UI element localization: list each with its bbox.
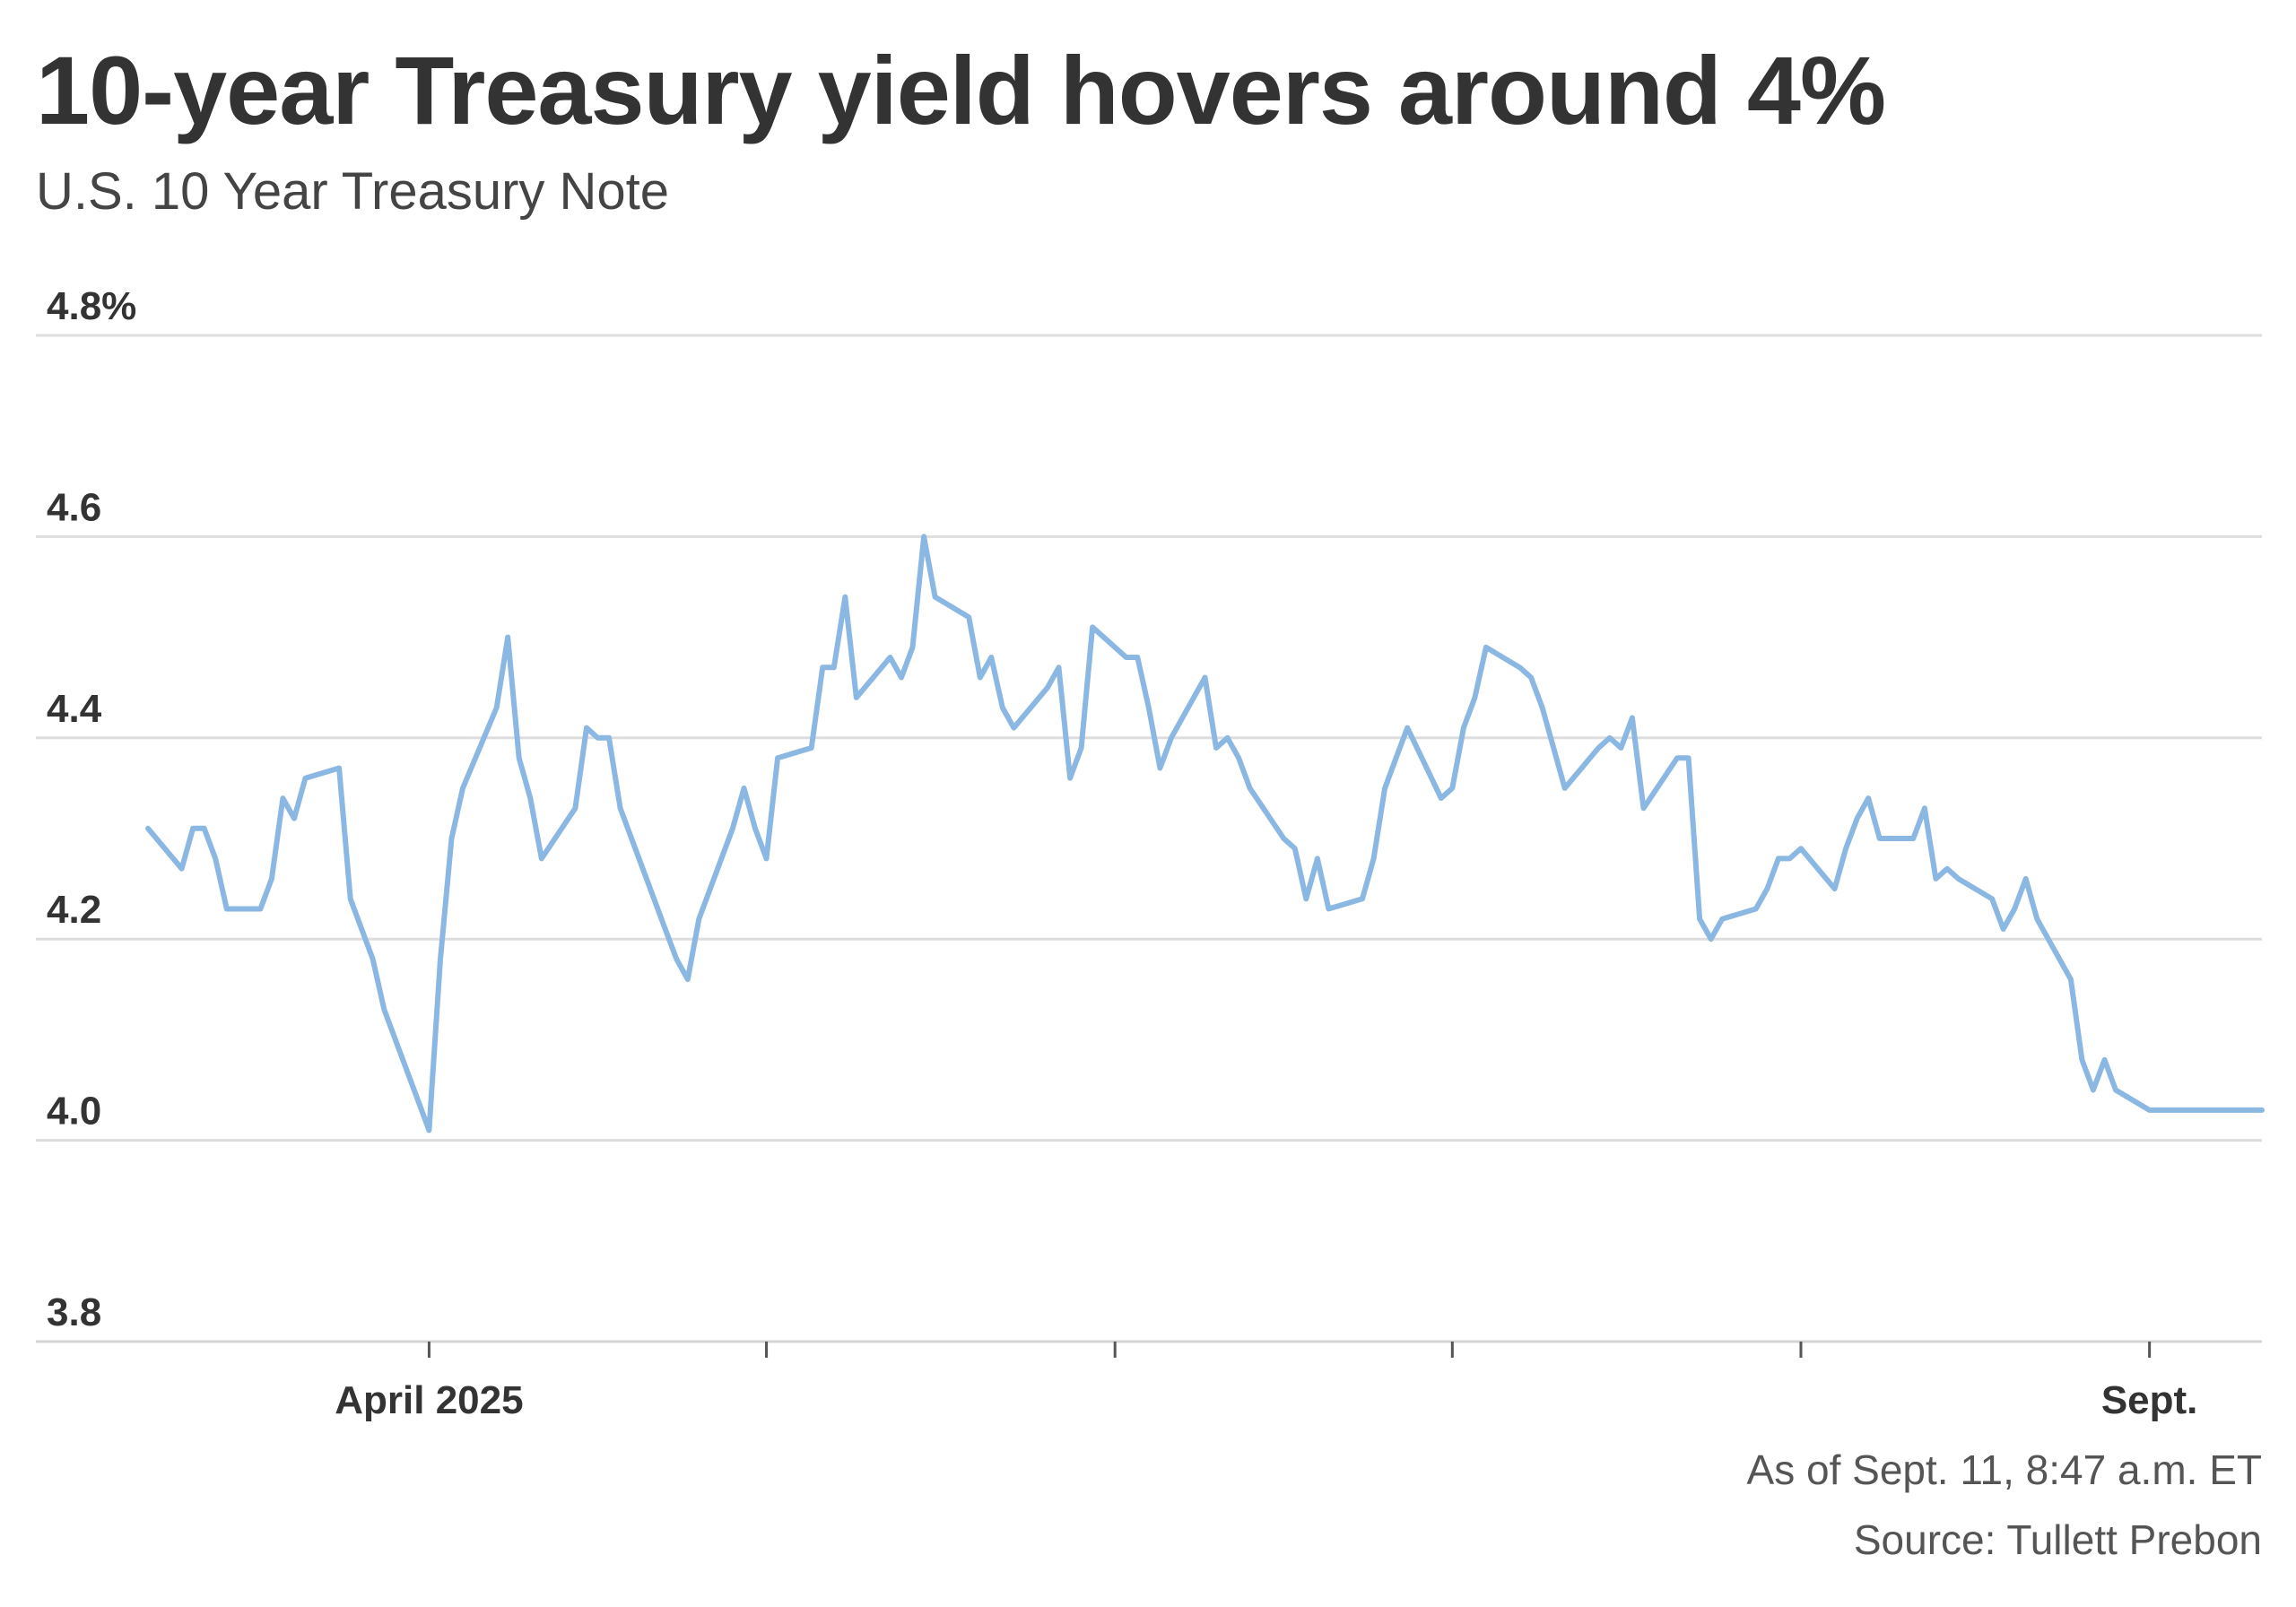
series-layer [145,534,2265,1134]
chart-title: 10-year Treasury yield hovers around 4% [36,36,1886,144]
chart-subtitle: U.S. 10 Year Treasury Note [36,162,670,221]
as-of-note: As of Sept. 11, 8:47 a.m. ET [1746,1446,2262,1493]
y-axis-labels: 3.8 4.0 4.2 4.4 4.6 4.8% [47,284,136,1334]
source-note: Source: Tullett Prebon [1853,1516,2262,1563]
series-line-0 [145,534,2265,1134]
y-tick-label: 3.8 [47,1290,101,1334]
y-tick-label: 4.8% [47,284,136,328]
y-tick-label: 4.4 [47,687,102,731]
y-tick-label: 4.0 [47,1090,101,1134]
y-tick-label: 4.2 [47,888,101,932]
y-tick-label: 4.6 [47,485,101,529]
x-tick-label: April 2025 [335,1378,523,1422]
x-tick-label: Sept. [2101,1378,2198,1422]
gridlines [36,334,2262,1343]
x-axis: April 2025 Sept. [335,1342,2197,1422]
